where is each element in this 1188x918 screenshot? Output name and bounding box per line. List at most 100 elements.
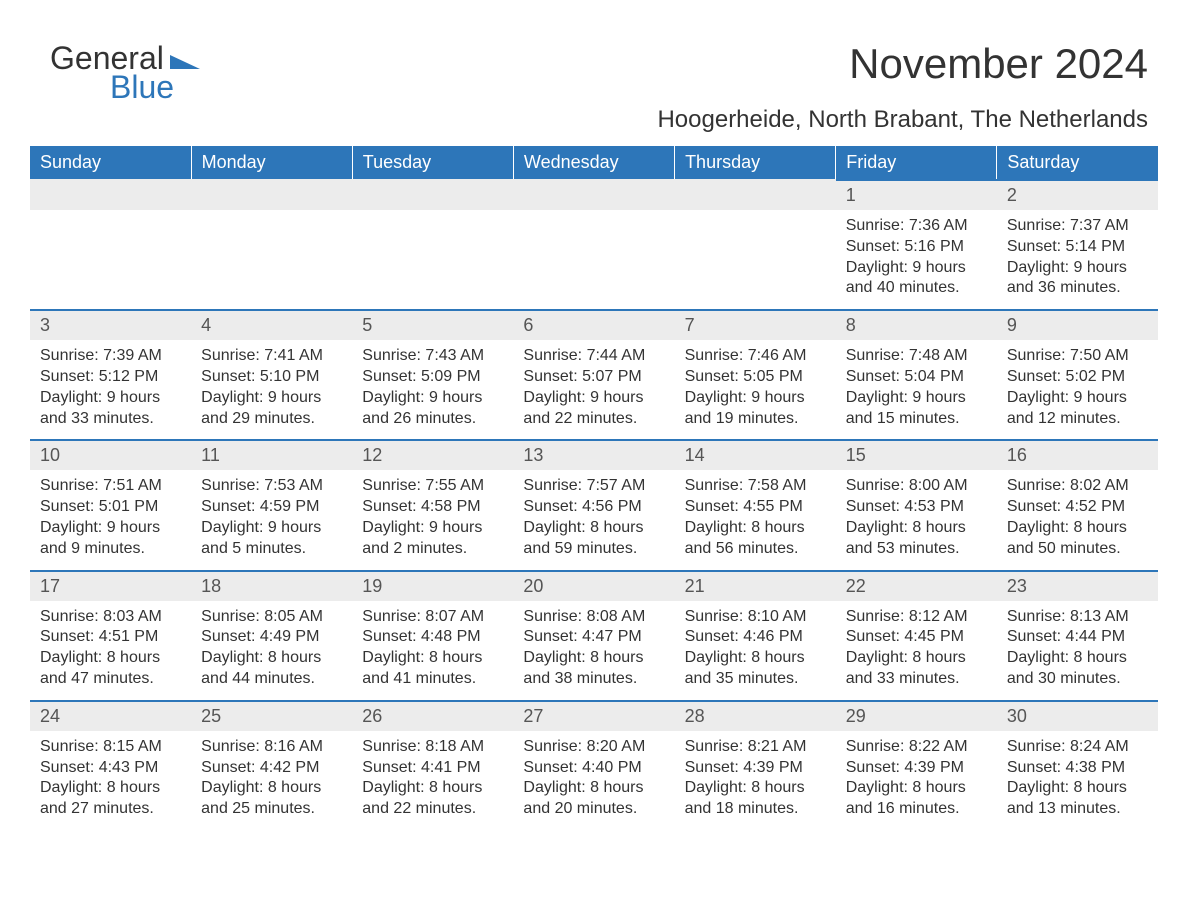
daylight-text-1: Daylight: 8 hours — [846, 648, 987, 669]
sunset-text: Sunset: 4:40 PM — [523, 758, 664, 779]
sunset-text: Sunset: 4:42 PM — [201, 758, 342, 779]
day-content: Sunrise: 7:39 AMSunset: 5:12 PMDaylight:… — [30, 340, 191, 439]
daylight-text-2: and 13 minutes. — [1007, 799, 1148, 820]
sunset-text: Sunset: 5:09 PM — [362, 367, 503, 388]
day-number: 21 — [675, 570, 836, 601]
sunrise-text: Sunrise: 7:50 AM — [1007, 346, 1148, 367]
sunrise-text: Sunrise: 8:20 AM — [523, 737, 664, 758]
sunrise-text: Sunrise: 7:51 AM — [40, 476, 181, 497]
sunset-text: Sunset: 4:51 PM — [40, 627, 181, 648]
day-content: Sunrise: 7:51 AMSunset: 5:01 PMDaylight:… — [30, 470, 191, 569]
calendar-cell: 22Sunrise: 8:12 AMSunset: 4:45 PMDayligh… — [836, 570, 997, 700]
calendar-cell: 1Sunrise: 7:36 AMSunset: 5:16 PMDaylight… — [836, 179, 997, 309]
day-content: Sunrise: 8:12 AMSunset: 4:45 PMDaylight:… — [836, 601, 997, 700]
day-content: Sunrise: 8:18 AMSunset: 4:41 PMDaylight:… — [352, 731, 513, 830]
sunset-text: Sunset: 5:16 PM — [846, 237, 987, 258]
sunset-text: Sunset: 4:49 PM — [201, 627, 342, 648]
calendar-cell: 23Sunrise: 8:13 AMSunset: 4:44 PMDayligh… — [997, 570, 1158, 700]
daylight-text-2: and 29 minutes. — [201, 409, 342, 430]
day-content: Sunrise: 8:13 AMSunset: 4:44 PMDaylight:… — [997, 601, 1158, 700]
calendar-cell — [191, 179, 352, 309]
daylight-text-1: Daylight: 9 hours — [201, 388, 342, 409]
day-number-empty — [352, 179, 513, 210]
day-content: Sunrise: 7:50 AMSunset: 5:02 PMDaylight:… — [997, 340, 1158, 439]
daylight-text-1: Daylight: 8 hours — [523, 518, 664, 539]
day-content: Sunrise: 8:00 AMSunset: 4:53 PMDaylight:… — [836, 470, 997, 569]
day-content: Sunrise: 7:46 AMSunset: 5:05 PMDaylight:… — [675, 340, 836, 439]
day-number: 7 — [675, 309, 836, 340]
day-number: 9 — [997, 309, 1158, 340]
daylight-text-1: Daylight: 9 hours — [1007, 388, 1148, 409]
calendar-cell: 9Sunrise: 7:50 AMSunset: 5:02 PMDaylight… — [997, 309, 1158, 439]
calendar-cell: 13Sunrise: 7:57 AMSunset: 4:56 PMDayligh… — [513, 439, 674, 569]
sunset-text: Sunset: 4:39 PM — [846, 758, 987, 779]
day-number: 1 — [836, 179, 997, 210]
sunrise-text: Sunrise: 7:44 AM — [523, 346, 664, 367]
day-content: Sunrise: 7:58 AMSunset: 4:55 PMDaylight:… — [675, 470, 836, 569]
location-subtitle: Hoogerheide, North Brabant, The Netherla… — [657, 106, 1148, 134]
sunrise-text: Sunrise: 8:07 AM — [362, 607, 503, 628]
daylight-text-2: and 22 minutes. — [362, 799, 503, 820]
sunrise-text: Sunrise: 8:03 AM — [40, 607, 181, 628]
daylight-text-2: and 12 minutes. — [1007, 409, 1148, 430]
sunrise-text: Sunrise: 7:37 AM — [1007, 216, 1148, 237]
daylight-text-2: and 41 minutes. — [362, 669, 503, 690]
calendar-cell: 21Sunrise: 8:10 AMSunset: 4:46 PMDayligh… — [675, 570, 836, 700]
daylight-text-1: Daylight: 8 hours — [40, 778, 181, 799]
day-number: 24 — [30, 700, 191, 731]
day-content: Sunrise: 7:48 AMSunset: 5:04 PMDaylight:… — [836, 340, 997, 439]
calendar-cell: 4Sunrise: 7:41 AMSunset: 5:10 PMDaylight… — [191, 309, 352, 439]
sunset-text: Sunset: 5:01 PM — [40, 497, 181, 518]
day-number: 29 — [836, 700, 997, 731]
daylight-text-2: and 5 minutes. — [201, 539, 342, 560]
sunrise-text: Sunrise: 7:55 AM — [362, 476, 503, 497]
sunset-text: Sunset: 4:39 PM — [685, 758, 826, 779]
sunrise-text: Sunrise: 8:21 AM — [685, 737, 826, 758]
daylight-text-1: Daylight: 9 hours — [846, 388, 987, 409]
sunrise-text: Sunrise: 8:15 AM — [40, 737, 181, 758]
sunset-text: Sunset: 4:43 PM — [40, 758, 181, 779]
calendar-cell: 16Sunrise: 8:02 AMSunset: 4:52 PMDayligh… — [997, 439, 1158, 569]
daylight-text-1: Daylight: 9 hours — [40, 518, 181, 539]
day-number: 8 — [836, 309, 997, 340]
day-content: Sunrise: 8:02 AMSunset: 4:52 PMDaylight:… — [997, 470, 1158, 569]
daylight-text-1: Daylight: 8 hours — [523, 648, 664, 669]
day-content: Sunrise: 7:37 AMSunset: 5:14 PMDaylight:… — [997, 210, 1158, 309]
calendar-cell: 29Sunrise: 8:22 AMSunset: 4:39 PMDayligh… — [836, 700, 997, 830]
calendar-cell: 12Sunrise: 7:55 AMSunset: 4:58 PMDayligh… — [352, 439, 513, 569]
daylight-text-2: and 35 minutes. — [685, 669, 826, 690]
daylight-text-1: Daylight: 9 hours — [685, 388, 826, 409]
day-number-empty — [675, 179, 836, 210]
sunset-text: Sunset: 4:59 PM — [201, 497, 342, 518]
day-content: Sunrise: 7:53 AMSunset: 4:59 PMDaylight:… — [191, 470, 352, 569]
sunset-text: Sunset: 4:46 PM — [685, 627, 826, 648]
daylight-text-2: and 38 minutes. — [523, 669, 664, 690]
daylight-text-1: Daylight: 9 hours — [40, 388, 181, 409]
daylight-text-1: Daylight: 9 hours — [523, 388, 664, 409]
daylight-text-1: Daylight: 8 hours — [523, 778, 664, 799]
sunset-text: Sunset: 4:58 PM — [362, 497, 503, 518]
calendar-cell: 25Sunrise: 8:16 AMSunset: 4:42 PMDayligh… — [191, 700, 352, 830]
daylight-text-1: Daylight: 9 hours — [1007, 258, 1148, 279]
daylight-text-1: Daylight: 8 hours — [685, 648, 826, 669]
day-number: 12 — [352, 439, 513, 470]
calendar-week-row: 1Sunrise: 7:36 AMSunset: 5:16 PMDaylight… — [30, 179, 1158, 309]
sunset-text: Sunset: 4:53 PM — [846, 497, 987, 518]
day-number: 26 — [352, 700, 513, 731]
daylight-text-1: Daylight: 9 hours — [846, 258, 987, 279]
daylight-text-1: Daylight: 8 hours — [40, 648, 181, 669]
day-content: Sunrise: 8:24 AMSunset: 4:38 PMDaylight:… — [997, 731, 1158, 830]
sunrise-text: Sunrise: 8:16 AM — [201, 737, 342, 758]
calendar-cell — [352, 179, 513, 309]
sunrise-text: Sunrise: 8:18 AM — [362, 737, 503, 758]
sunset-text: Sunset: 5:05 PM — [685, 367, 826, 388]
daylight-text-1: Daylight: 8 hours — [362, 648, 503, 669]
calendar-cell — [30, 179, 191, 309]
calendar-cell — [675, 179, 836, 309]
title-block: November 2024 Hoogerheide, North Brabant… — [657, 40, 1158, 134]
daylight-text-2: and 16 minutes. — [846, 799, 987, 820]
daylight-text-1: Daylight: 8 hours — [846, 518, 987, 539]
daylight-text-1: Daylight: 9 hours — [201, 518, 342, 539]
weekday-header: Wednesday — [513, 146, 674, 179]
calendar-cell: 20Sunrise: 8:08 AMSunset: 4:47 PMDayligh… — [513, 570, 674, 700]
